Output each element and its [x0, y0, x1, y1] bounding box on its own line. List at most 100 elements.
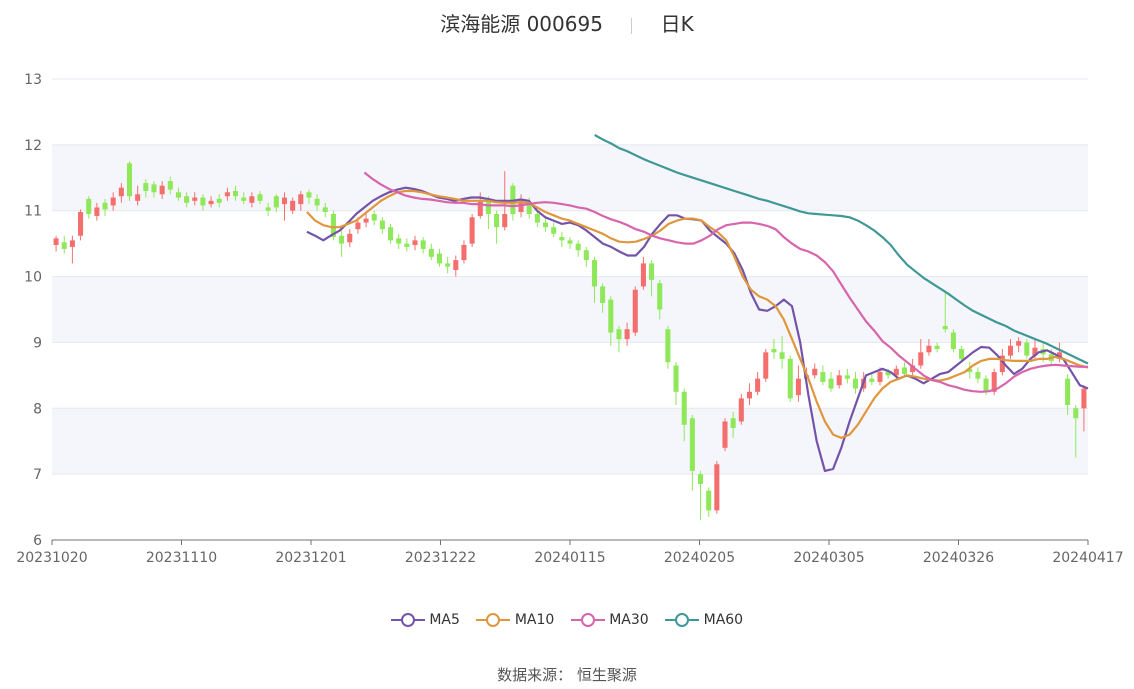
candle[interactable]: [534, 210, 540, 228]
candle[interactable]: [616, 325, 622, 353]
candle[interactable]: [233, 185, 239, 201]
candle[interactable]: [69, 235, 75, 264]
candle[interactable]: [697, 470, 704, 521]
candle[interactable]: [632, 286, 638, 336]
candle[interactable]: [118, 183, 124, 203]
candle[interactable]: [273, 194, 279, 213]
candle[interactable]: [942, 291, 948, 333]
candle[interactable]: [787, 355, 793, 402]
candle[interactable]: [126, 161, 133, 201]
candle[interactable]: [828, 372, 834, 392]
candle[interactable]: [1024, 339, 1030, 359]
candle[interactable]: [265, 202, 271, 216]
candle[interactable]: [591, 256, 598, 303]
candle[interactable]: [143, 179, 149, 198]
candle[interactable]: [281, 192, 288, 221]
candle[interactable]: [184, 192, 190, 208]
candle[interactable]: [159, 181, 165, 199]
candle[interactable]: [94, 202, 100, 221]
candle[interactable]: [722, 418, 728, 452]
candle[interactable]: [934, 342, 940, 353]
candle[interactable]: [53, 235, 59, 252]
candle[interactable]: [1073, 404, 1079, 458]
candle[interactable]: [347, 229, 353, 247]
candle[interactable]: [61, 235, 67, 254]
candle[interactable]: [852, 372, 859, 394]
candle[interactable]: [428, 243, 434, 261]
candle[interactable]: [583, 246, 589, 267]
candle[interactable]: [306, 189, 312, 205]
candle[interactable]: [575, 240, 581, 257]
candle[interactable]: [339, 230, 345, 257]
candle[interactable]: [820, 365, 826, 386]
candle[interactable]: [445, 256, 451, 274]
candle[interactable]: [967, 362, 973, 379]
candle[interactable]: [151, 181, 157, 198]
candle[interactable]: [926, 339, 932, 356]
candle[interactable]: [795, 365, 801, 402]
candle[interactable]: [551, 222, 557, 238]
candle[interactable]: [363, 214, 369, 228]
candle[interactable]: [314, 194, 320, 211]
candle[interactable]: [665, 325, 671, 369]
candle[interactable]: [290, 197, 296, 215]
candle[interactable]: [812, 363, 818, 379]
candle[interactable]: [1081, 385, 1087, 432]
candle[interactable]: [404, 238, 410, 252]
candle[interactable]: [420, 237, 426, 254]
candle[interactable]: [649, 260, 655, 297]
candle[interactable]: [624, 322, 630, 346]
candle[interactable]: [249, 192, 255, 208]
candle[interactable]: [975, 367, 981, 384]
candle[interactable]: [771, 339, 777, 359]
candle[interactable]: [241, 192, 247, 205]
candle[interactable]: [950, 329, 956, 353]
candle[interactable]: [257, 190, 263, 205]
candle[interactable]: [379, 217, 385, 234]
candle[interactable]: [1007, 339, 1014, 359]
candle[interactable]: [167, 176, 173, 195]
candle[interactable]: [175, 187, 181, 201]
candle[interactable]: [600, 283, 606, 313]
candle[interactable]: [901, 362, 907, 377]
candle[interactable]: [322, 202, 328, 218]
candle[interactable]: [763, 349, 769, 382]
candle[interactable]: [567, 237, 573, 249]
legend-item-ma60[interactable]: MA60: [665, 612, 743, 628]
candle[interactable]: [86, 196, 92, 219]
candle[interactable]: [135, 185, 141, 206]
legend-item-ma10[interactable]: MA10: [476, 612, 554, 628]
candle[interactable]: [453, 255, 459, 277]
candle[interactable]: [78, 209, 84, 241]
candle[interactable]: [657, 279, 663, 320]
candle[interactable]: [738, 393, 744, 425]
candle[interactable]: [640, 256, 646, 290]
candle[interactable]: [959, 345, 965, 363]
candle[interactable]: [836, 370, 842, 389]
candle[interactable]: [396, 233, 402, 249]
candle[interactable]: [436, 248, 443, 267]
candle[interactable]: [1016, 337, 1022, 353]
candle[interactable]: [779, 335, 785, 369]
candle[interactable]: [388, 223, 394, 244]
candle[interactable]: [192, 192, 198, 206]
candle[interactable]: [681, 388, 687, 442]
candle[interactable]: [542, 217, 549, 232]
candle[interactable]: [706, 487, 712, 517]
candle[interactable]: [371, 210, 377, 226]
candle[interactable]: [102, 198, 108, 216]
candle[interactable]: [469, 214, 475, 247]
candle[interactable]: [714, 460, 720, 514]
candle[interactable]: [869, 372, 875, 386]
candle[interactable]: [755, 372, 761, 396]
candle[interactable]: [730, 411, 736, 438]
candle[interactable]: [746, 383, 752, 405]
candle[interactable]: [224, 187, 230, 201]
legend-item-ma5[interactable]: MA5: [390, 612, 460, 628]
candle[interactable]: [216, 194, 222, 208]
candle[interactable]: [110, 192, 116, 211]
candle[interactable]: [608, 296, 614, 346]
candle[interactable]: [1065, 374, 1071, 415]
candle[interactable]: [330, 210, 336, 241]
candle[interactable]: [208, 196, 214, 208]
